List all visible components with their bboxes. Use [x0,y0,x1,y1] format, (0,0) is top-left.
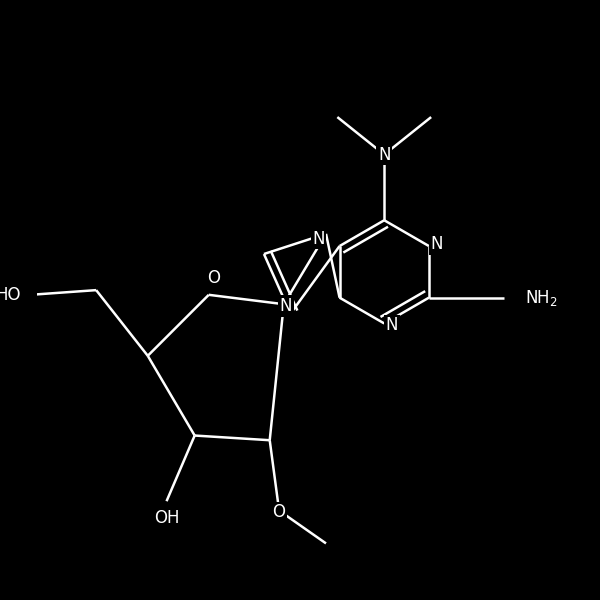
Text: O: O [272,503,286,521]
Text: NH$_2$: NH$_2$ [524,287,557,308]
Text: N: N [378,146,391,164]
Text: HO: HO [0,286,21,304]
Text: OH: OH [154,509,179,527]
Text: O: O [207,269,220,287]
Text: N: N [312,230,325,248]
Text: N: N [430,235,443,253]
Text: N: N [280,297,292,315]
Text: N: N [385,316,398,334]
